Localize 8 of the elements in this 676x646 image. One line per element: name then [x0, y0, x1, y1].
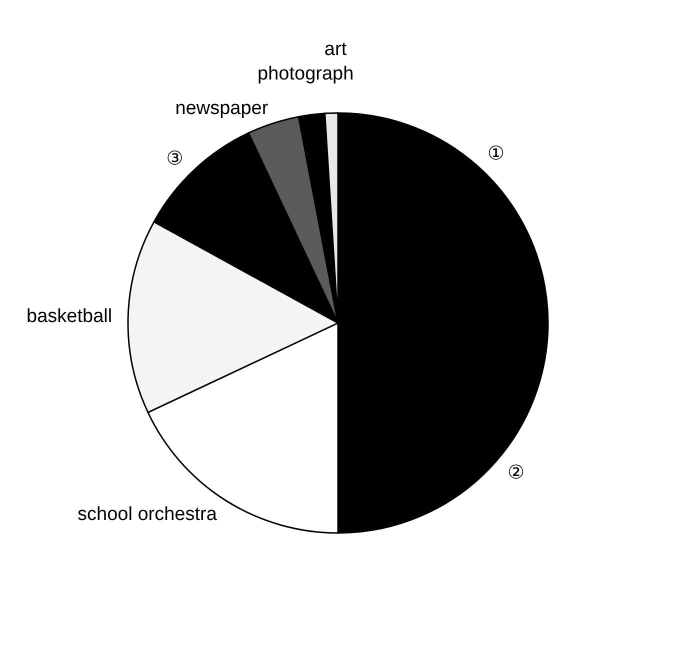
slice-label: ①: [487, 143, 505, 164]
slice-label: basketball: [26, 306, 112, 327]
slice-label: art: [324, 39, 348, 60]
slice-label: newspaper: [175, 98, 269, 120]
slice-label: ②: [508, 462, 525, 484]
slice-label: photograph: [258, 63, 354, 84]
slice-label: ③: [166, 148, 184, 170]
slice-label: school orchestra: [77, 504, 218, 525]
